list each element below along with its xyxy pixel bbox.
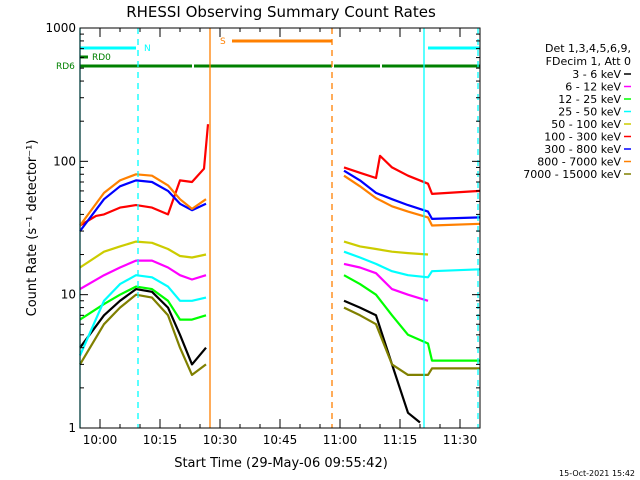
y-axis-label: Count Rate (s⁻¹ detector⁻¹) (25, 140, 40, 317)
series-line-segment (79, 179, 207, 232)
series-line-segment (78, 274, 207, 356)
series-line-segment (343, 169, 481, 220)
series-line-segment (343, 262, 429, 302)
x-tick-label: 11:15 (383, 433, 418, 447)
series-300-800-kev (79, 169, 481, 232)
x-tick-label: 11:00 (323, 433, 358, 447)
series-line-segment (343, 154, 481, 195)
x-tick-label: 10:45 (263, 433, 298, 447)
x-axis-label: Start Time (29-May-06 09:55:42) (174, 456, 388, 471)
series-line-segment (343, 299, 421, 424)
series-line-segment (343, 174, 481, 227)
x-axis: 10:00 10:15 10:30 10:45 11:00 11:15 11:30 (79, 28, 481, 447)
y-tick-label: 1000 (45, 21, 76, 35)
series-line-segment (343, 240, 429, 256)
y-axis: 1 10 100 1000 (45, 21, 480, 435)
series-line-segment (79, 173, 207, 227)
legend-header: Det 1,3,4,5,6,9, (545, 42, 631, 55)
y-tick-label: 1 (68, 421, 76, 435)
series-line-segment (79, 285, 207, 321)
series-line-segment (343, 250, 481, 279)
flag-label-rd0: RD0 (92, 53, 111, 63)
legend-entry-300-800-kev: 300 - 800 keV (544, 143, 621, 156)
series-50-100-kev (79, 240, 429, 269)
series-100-300-kev (79, 124, 481, 227)
legend-header: FDecim 1, Att 0 (546, 55, 631, 68)
legend-entry-100-300-kev: 100 - 300 keV (544, 131, 621, 144)
series-3-6-kev (79, 288, 421, 424)
series-lines (78, 124, 481, 424)
series-800-7000-kev (79, 173, 481, 227)
plot-timestamp: 15-Oct-2021 15:42 (559, 469, 635, 478)
flag-label-n: N (144, 44, 151, 54)
legend-entry-25-50-kev: 25 - 50 keV (558, 106, 621, 119)
series-line-segment (79, 259, 207, 291)
legend-entry-3-6-kev: 3 - 6 keV (572, 68, 621, 81)
instrument-flags: N S RD0 RD6 (56, 37, 480, 72)
x-tick-label: 11:30 (443, 433, 478, 447)
series-line-segment (79, 288, 207, 366)
x-tick-label: 10:30 (203, 433, 238, 447)
series-line-segment (79, 124, 210, 227)
series-line-segment (79, 240, 207, 269)
y-tick-label: 10 (61, 288, 76, 302)
legend-entry-12-25-kev: 12 - 25 keV (558, 93, 621, 106)
series-6-12-kev (79, 259, 429, 302)
legend-entry-800-7000-kev: 800 - 7000 keV (537, 156, 621, 169)
series-25-50-kev (78, 250, 481, 356)
legend-entry-6-12-kev: 6 - 12 keV (565, 81, 621, 94)
chart-title: RHESSI Observing Summary Count Rates (126, 3, 436, 21)
x-tick-label: 10:00 (83, 433, 118, 447)
series-12-25-kev (79, 274, 480, 362)
legend: Det 1,3,4,5,6,9,FDecim 1, Att 03 - 6 keV… (523, 42, 631, 181)
series-line-segment (79, 293, 207, 376)
x-tick-label: 10:15 (143, 433, 178, 447)
series-7000-15000-kev (79, 293, 480, 376)
flag-label-s: S (220, 37, 226, 47)
legend-entry-50-100-kev: 50 - 100 keV (551, 118, 621, 131)
legend-entry-7000-15000-kev: 7000 - 15000 keV (523, 168, 621, 181)
series-line-segment (343, 274, 480, 362)
series-line-segment (343, 306, 480, 376)
y-tick-label: 100 (53, 154, 76, 168)
flag-label-rd6: RD6 (56, 62, 75, 72)
